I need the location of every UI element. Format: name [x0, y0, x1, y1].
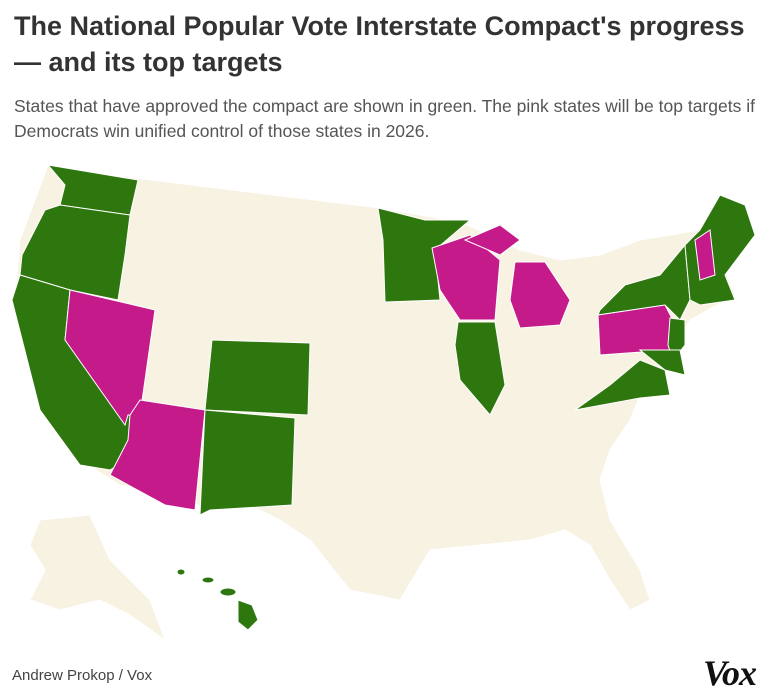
credit: Andrew Prokop / Vox: [12, 667, 153, 684]
colorado: [204, 339, 311, 416]
virginia: [574, 359, 671, 411]
map: [11, 164, 756, 642]
hawaii: [201, 576, 215, 584]
new-mexico: [199, 409, 296, 516]
logo: Vox: [702, 653, 757, 693]
new-england: [684, 194, 756, 306]
nevada: [64, 289, 156, 427]
michigan-up: [463, 224, 521, 256]
wisconsin: [431, 234, 501, 321]
illinois: [454, 321, 506, 416]
michigan: [509, 261, 571, 329]
alaska: [29, 514, 167, 642]
hawaii: [237, 599, 259, 631]
hawaii: [219, 587, 237, 597]
hawaii: [176, 568, 186, 576]
arizona: [109, 399, 206, 511]
title: The National Popular Vote Interstate Com…: [14, 11, 745, 77]
subtitle: States that have approved the compact ar…: [14, 96, 755, 141]
new-hampshire: [694, 229, 716, 281]
maryland-delaware: [638, 349, 686, 376]
